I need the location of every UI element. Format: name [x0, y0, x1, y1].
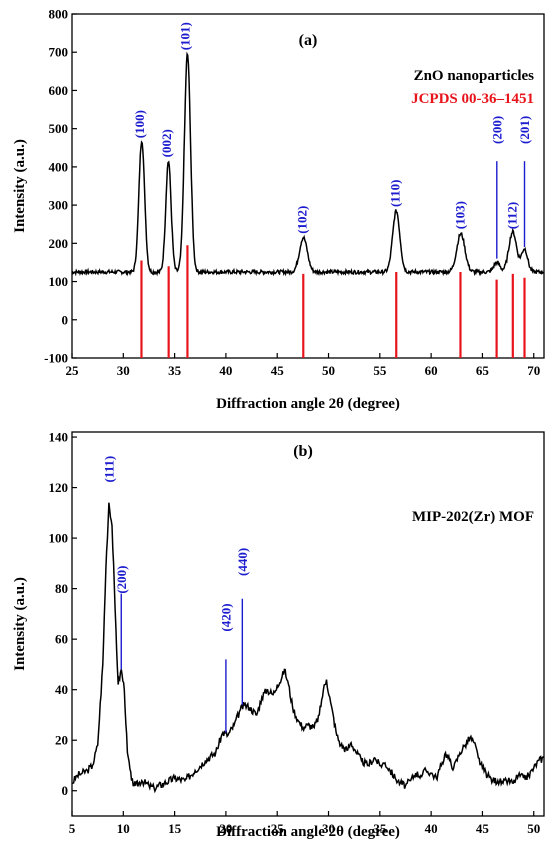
panel-a-yticks: -100 0 100 200 300 400 500 600 700 800 — [44, 7, 77, 366]
y-tick-label: 40 — [55, 682, 68, 697]
hkl-label: (440) — [235, 548, 250, 576]
x-tick-label: 50 — [527, 821, 540, 836]
y-tick-label: 800 — [49, 7, 69, 22]
x-tick-label: 40 — [219, 363, 232, 378]
panel-a-label: (a) — [299, 32, 318, 49]
y-tick-label: 140 — [49, 430, 69, 445]
hkl-label: (101) — [177, 22, 192, 50]
panel-b-xrd-curve — [72, 502, 545, 794]
y-tick-label: 500 — [49, 121, 69, 136]
hkl-label: (002) — [159, 129, 174, 157]
x-tick-label: 45 — [476, 821, 490, 836]
legend-zno-nanoparticles: ZnO nanoparticles — [414, 68, 535, 84]
panel-a-xrd-curve — [71, 51, 545, 277]
hkl-label: (201) — [517, 116, 532, 144]
x-tick-label: 15 — [168, 821, 182, 836]
x-tick-label: 70 — [527, 363, 540, 378]
y-tick-label: 600 — [49, 83, 69, 98]
panel-b-hkl-labels: (111) (200) (420) (440) — [101, 456, 250, 733]
panel-a-y-axis-label: Intensity (a.u.) — [12, 139, 28, 233]
x-tick-label: 30 — [322, 821, 335, 836]
x-tick-label: 60 — [425, 363, 438, 378]
panel-b-xticks: 5 10 15 20 25 30 35 40 45 50 — [69, 811, 540, 836]
y-tick-label: 80 — [55, 581, 68, 596]
hkl-label: (112) — [505, 202, 520, 229]
x-tick-label: 50 — [322, 363, 335, 378]
y-tick-label: 100 — [49, 274, 69, 289]
hkl-label: (111) — [101, 456, 116, 483]
panel-b-label: (b) — [293, 443, 313, 460]
hkl-label: (110) — [388, 180, 403, 207]
panel-b-y-axis-label: Intensity (a.u.) — [12, 577, 28, 671]
x-tick-label: 40 — [425, 821, 438, 836]
panel-a-reference-sticks — [140, 245, 526, 358]
panel-a-x-axis-label: Diffraction angle 2θ (degree) — [216, 396, 400, 412]
panel-a-frame — [71, 13, 545, 359]
hkl-label: (200) — [489, 116, 504, 144]
x-tick-label: 35 — [373, 821, 387, 836]
x-tick-label: 25 — [66, 363, 80, 378]
y-tick-label: 120 — [49, 480, 69, 495]
hkl-label: (102) — [294, 206, 309, 234]
y-tick-label: 100 — [49, 531, 69, 546]
x-tick-label: 30 — [117, 363, 130, 378]
panel-b-x-axis-label: Diffraction angle 2θ (degree) — [216, 824, 400, 840]
hkl-label: (420) — [218, 603, 233, 631]
y-tick-label: 60 — [55, 632, 68, 647]
y-tick-label: -100 — [44, 351, 68, 366]
x-tick-label: 5 — [69, 821, 76, 836]
x-tick-label: 20 — [219, 821, 232, 836]
panel-b-frame — [71, 431, 545, 817]
panel-b-yticks: 0 20 40 60 80 100 120 140 — [49, 430, 77, 798]
panel-b: 0 20 40 60 80 100 120 140 5 10 15 20 25 30 35 40 45 50 (… — [12, 430, 545, 840]
x-tick-label: 55 — [373, 363, 387, 378]
legend-jcpds-reference: JCPDS 00-36–1451 — [411, 91, 534, 107]
panel-a-hkl-labels: (100) (002) (101) (102) (110) (103) (200) (112)… — [132, 22, 532, 259]
hkl-label: (200) — [114, 566, 129, 594]
x-tick-label: 10 — [117, 821, 130, 836]
y-tick-label: 300 — [49, 198, 69, 213]
panel-a: -100 0 100 200 300 400 500 600 700 800 25 30 35 40 45… — [12, 7, 545, 412]
x-tick-label: 65 — [476, 363, 490, 378]
hkl-label: (100) — [132, 110, 147, 138]
y-tick-label: 700 — [49, 45, 69, 60]
panel-a-xticks: 25 30 35 40 45 50 55 60 65 70 — [66, 353, 540, 378]
x-tick-label: 25 — [271, 821, 285, 836]
y-tick-label: 400 — [49, 159, 69, 174]
y-tick-label: 200 — [49, 236, 69, 251]
y-tick-label: 0 — [62, 783, 69, 798]
x-tick-label: 45 — [271, 363, 285, 378]
y-tick-label: 20 — [55, 733, 68, 748]
x-tick-label: 35 — [168, 363, 182, 378]
y-tick-label: 0 — [62, 312, 69, 327]
legend-mip-202-zr-mof: MIP-202(Zr) MOF — [412, 509, 534, 525]
hkl-label: (103) — [452, 201, 467, 229]
